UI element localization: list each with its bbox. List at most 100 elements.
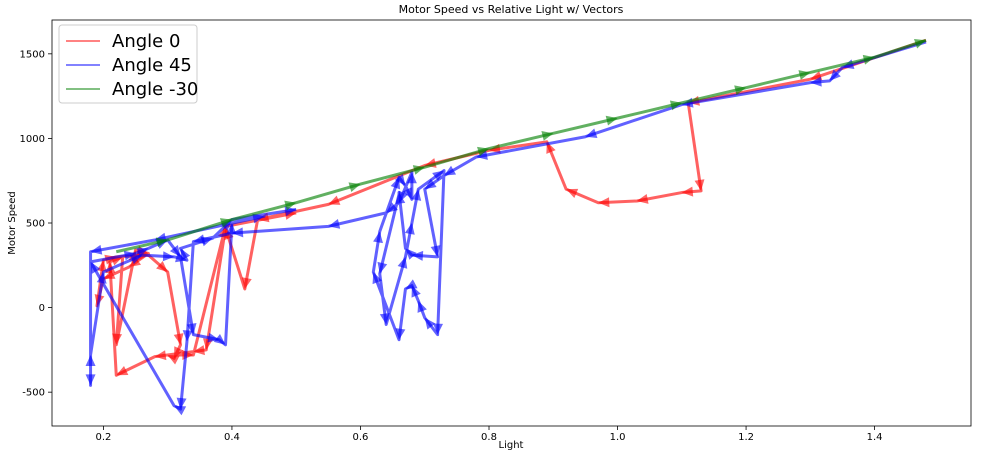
vector-arrow <box>155 237 168 248</box>
x-tick-label: 1.2 <box>738 432 754 443</box>
vector-arrow <box>477 146 490 157</box>
vector-arrow <box>90 261 101 274</box>
legend-label: Angle -30 <box>112 79 198 100</box>
chart-title: Motor Speed vs Relative Light w/ Vectors <box>399 3 624 16</box>
vector-arrow <box>193 345 205 356</box>
vector-arrow <box>394 173 406 186</box>
vector-arrow <box>430 245 441 257</box>
vector-arrow <box>395 328 406 340</box>
vector-arrow <box>681 186 694 197</box>
vector-arrow <box>162 251 175 262</box>
vector-arrow <box>405 279 418 289</box>
y-tick-label: 0 <box>39 303 45 314</box>
x-axis: 0.2 0.4 0.6 0.8 1.0 1.2 1.4 <box>95 426 883 443</box>
x-tick-label: 0.4 <box>224 432 240 443</box>
vector-arrow <box>175 252 187 263</box>
vector-arrow <box>174 405 187 416</box>
vector-arrow <box>328 219 341 229</box>
vector-arrow <box>605 115 618 126</box>
y-tick-label: 1000 <box>20 134 45 145</box>
vector-arrow <box>186 322 197 335</box>
vector-arrow <box>444 165 457 176</box>
vector-arrow <box>411 189 422 201</box>
vector-arrow <box>348 182 361 192</box>
series-1 <box>85 40 927 416</box>
vector-arrow <box>914 38 927 49</box>
vector-arrow <box>411 285 421 298</box>
vector-arrow <box>476 150 488 160</box>
vector-arrow <box>176 397 187 410</box>
vector-arrow <box>167 354 180 365</box>
legend: Angle 0 Angle 45 Angle -30 <box>58 24 198 104</box>
vector-arrow <box>566 188 579 199</box>
x-tick-label: 0.8 <box>481 432 497 443</box>
legend-label: Angle 45 <box>112 55 192 76</box>
legend-label: Angle 0 <box>112 31 180 52</box>
plot-area <box>85 38 927 416</box>
vector-arrow <box>129 254 142 265</box>
x-tick-label: 0.2 <box>95 432 111 443</box>
vector-arrow <box>417 300 427 313</box>
vector-arrow <box>377 261 388 274</box>
vector-arrow <box>862 54 875 65</box>
y-axis: -500 0 500 1000 1500 <box>20 49 52 399</box>
vector-arrow <box>379 312 390 325</box>
x-tick-label: 1.4 <box>867 432 883 443</box>
vector-arrow <box>636 194 649 204</box>
vector-arrow <box>213 334 226 345</box>
vector-arrow <box>810 76 822 87</box>
vector-arrow <box>156 261 168 273</box>
vector-arrow <box>734 85 747 96</box>
vector-arrow <box>372 272 382 285</box>
vector-arrow <box>200 236 213 247</box>
vector-arrow <box>123 250 136 261</box>
vector-arrow <box>432 170 445 182</box>
legend-box <box>58 24 198 104</box>
y-axis-label: Motor Speed <box>7 191 18 254</box>
vector-arrow <box>226 223 237 235</box>
y-tick-label: 500 <box>26 219 45 230</box>
vector-arrow <box>182 330 193 342</box>
vector-arrow <box>386 202 398 213</box>
vector-arrow <box>402 187 412 200</box>
vector-arrow <box>694 179 705 191</box>
vector-arrow <box>136 247 149 258</box>
vector-arrow <box>406 172 417 184</box>
vector-arrow <box>424 178 437 190</box>
x-tick-label: 1.0 <box>610 432 626 443</box>
vector-arrow <box>116 365 129 376</box>
y-tick-label: -500 <box>22 388 45 399</box>
vector-arrow <box>252 213 265 224</box>
vector-arrow <box>669 100 682 111</box>
vector-arrow <box>103 269 116 279</box>
vector-arrow <box>85 354 96 366</box>
series-0 <box>94 38 927 377</box>
vector-arrow <box>373 231 383 244</box>
vector-arrow <box>405 248 417 260</box>
vector-arrow <box>284 200 297 211</box>
vector-arrow <box>433 323 444 335</box>
vector-arrow <box>398 190 408 203</box>
vector-arrow <box>241 277 252 289</box>
vector-arrow <box>154 350 167 361</box>
y-tick-label: 1500 <box>20 49 45 60</box>
x-axis-label: Light <box>499 440 524 451</box>
vector-arrow <box>404 223 415 235</box>
vector-arrow <box>112 333 123 345</box>
series-line <box>115 38 927 254</box>
vector-arrow <box>180 248 191 261</box>
vector-arrow <box>219 218 232 228</box>
vector-arrow <box>829 69 841 81</box>
vector-arrow <box>397 256 408 269</box>
vector-arrow <box>328 195 341 205</box>
series-2 <box>115 38 927 254</box>
vector-arrow <box>85 374 96 386</box>
vector-arrow <box>90 244 103 255</box>
vector-arrow <box>96 272 107 284</box>
vector-arrow <box>424 317 436 330</box>
vector-arrow <box>411 250 424 261</box>
vector-arrow <box>220 219 232 231</box>
vector-arrow <box>798 70 811 80</box>
vector-arrow <box>412 165 425 175</box>
